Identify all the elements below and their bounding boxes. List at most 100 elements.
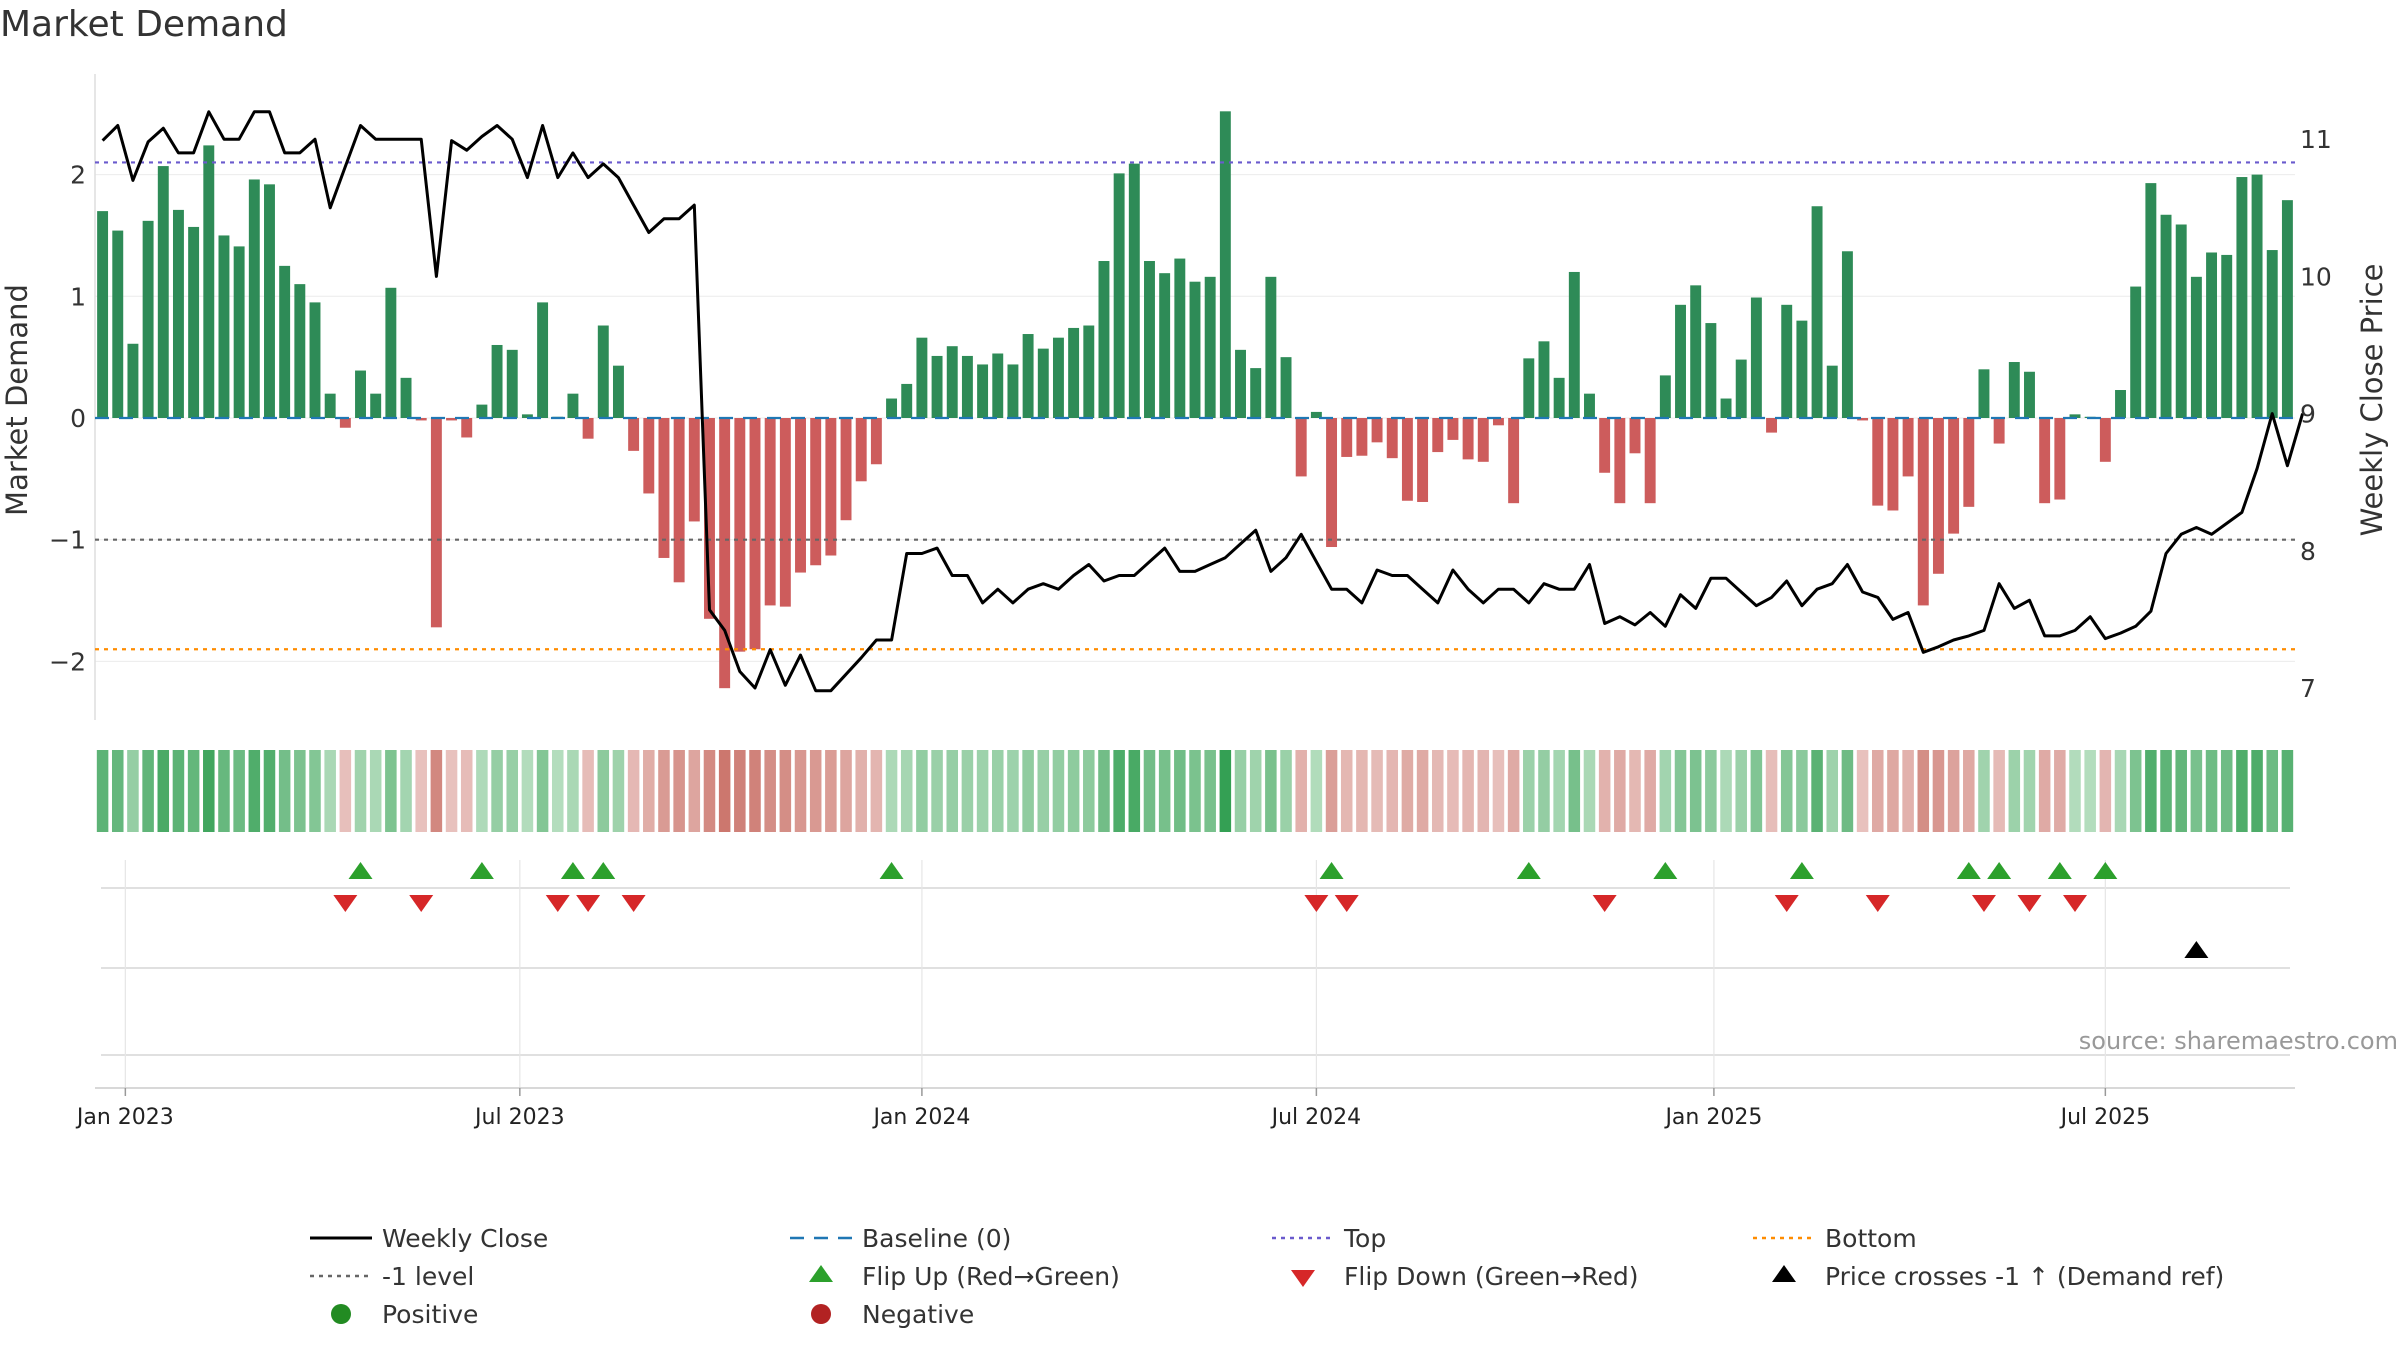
y-tick-label: 0: [70, 404, 86, 433]
heat-cell: [1265, 750, 1277, 832]
demand-bar: [1189, 281, 1201, 418]
demand-bar: [795, 418, 806, 573]
heat-cell: [1993, 750, 2005, 832]
demand-bar: [264, 184, 275, 418]
demand-bar: [1948, 418, 1960, 534]
heat-cell: [1750, 750, 1763, 832]
flip-up-marker: [1653, 862, 1678, 879]
heat-cell: [2038, 750, 2051, 832]
heat-cell: [2160, 750, 2172, 832]
legend-label: Flip Up (Red→Green): [862, 1262, 1120, 1291]
demand-bar: [810, 418, 822, 566]
x-tick-label: Jan 2023: [75, 1105, 174, 1130]
heat-cell: [567, 750, 579, 832]
heat-cell: [1174, 750, 1186, 832]
demand-bar: [1204, 276, 1216, 418]
demand-bar: [2281, 200, 2293, 418]
flip-up-marker: [469, 862, 494, 879]
heat-cell: [1371, 750, 1383, 832]
heat-cell: [248, 750, 261, 832]
heat-cell: [627, 750, 640, 832]
heat-cell: [718, 750, 731, 832]
flip-down-marker: [1334, 895, 1359, 912]
demand-bar: [1007, 364, 1019, 418]
heat-cell: [385, 750, 397, 832]
demand-bar: [567, 393, 579, 418]
heat-cell: [1538, 750, 1550, 832]
demand-bar: [1841, 251, 1853, 418]
demand-bar: [779, 418, 791, 607]
demand-bar: [1584, 393, 1595, 418]
heat-cell: [1629, 750, 1641, 832]
demand-bar: [704, 418, 715, 619]
heat-cell: [825, 750, 837, 832]
demand-bar: [719, 418, 731, 689]
flip-down-marker: [2017, 895, 2042, 912]
heat-cell: [233, 750, 245, 832]
heat-cell: [309, 750, 321, 832]
demand-bar: [764, 418, 776, 606]
flip-up-marker: [348, 862, 373, 879]
demand-bar: [2130, 286, 2142, 418]
flip-up-marker: [1319, 862, 1344, 879]
demand-bar: [2175, 224, 2187, 418]
heat-cell: [1037, 750, 1050, 832]
demand-bar: [2115, 390, 2126, 418]
heat-cell: [673, 750, 685, 832]
demand-bar: [248, 179, 260, 418]
legend-triangle-up-icon: [809, 1265, 833, 1282]
heat-cell: [1523, 750, 1535, 832]
flip-up-marker: [1956, 862, 1981, 879]
demand-bar: [1462, 418, 1474, 460]
heat-cell: [991, 750, 1004, 832]
demand-bar: [992, 353, 1004, 418]
heat-cell: [582, 750, 594, 832]
demand-bar: [1447, 418, 1459, 440]
heat-cell: [1386, 750, 1399, 832]
heat-cell: [1947, 750, 1960, 832]
legend-label: Top: [1343, 1224, 1386, 1253]
heat-cell: [703, 750, 716, 832]
heat-cell: [445, 750, 458, 832]
demand-bar: [1144, 261, 1155, 418]
demand-bar: [491, 344, 503, 418]
demand-bar: [476, 404, 488, 418]
demand-bar: [1371, 418, 1383, 443]
heat-cell: [2266, 750, 2279, 832]
demand-bar: [112, 230, 124, 418]
legend-label: Positive: [382, 1300, 478, 1329]
demand-bar: [309, 302, 321, 418]
demand-bar: [1644, 418, 1656, 504]
heat-cell: [172, 750, 185, 832]
demand-bar: [1250, 368, 1262, 418]
demand-bar: [157, 166, 169, 418]
y2-tick-label: 8: [2300, 537, 2316, 566]
heat-cell: [1689, 750, 1702, 832]
heat-cell: [1416, 750, 1429, 832]
heat-cell: [1447, 750, 1459, 832]
heat-cell: [1796, 750, 1808, 832]
y2-tick-label: 11: [2300, 125, 2332, 154]
heat-cell: [1811, 750, 1823, 832]
demand-bar: [218, 235, 230, 418]
demand-bar: [370, 393, 382, 418]
demand-bar: [1690, 285, 1702, 418]
demand-bar: [1310, 411, 1322, 418]
heat-cell: [1431, 750, 1444, 832]
flip-up-marker: [1789, 862, 1814, 879]
demand-bar: [1796, 320, 1808, 418]
demand-bar: [294, 284, 306, 418]
demand-bar: [1235, 349, 1246, 418]
heat-cell: [294, 750, 306, 832]
heat-cell: [855, 750, 867, 832]
heat-cell: [946, 750, 959, 832]
legend-triangle-up-icon: [1772, 1265, 1796, 1282]
heat-cell: [127, 750, 139, 832]
demand-bar: [1219, 111, 1231, 418]
flip-up-marker: [2093, 862, 2118, 879]
heat-cell: [157, 750, 170, 832]
heat-cell: [809, 750, 822, 832]
demand-bar: [1538, 341, 1550, 418]
flip-up-marker: [1987, 862, 2012, 879]
heat-cell: [931, 750, 943, 832]
